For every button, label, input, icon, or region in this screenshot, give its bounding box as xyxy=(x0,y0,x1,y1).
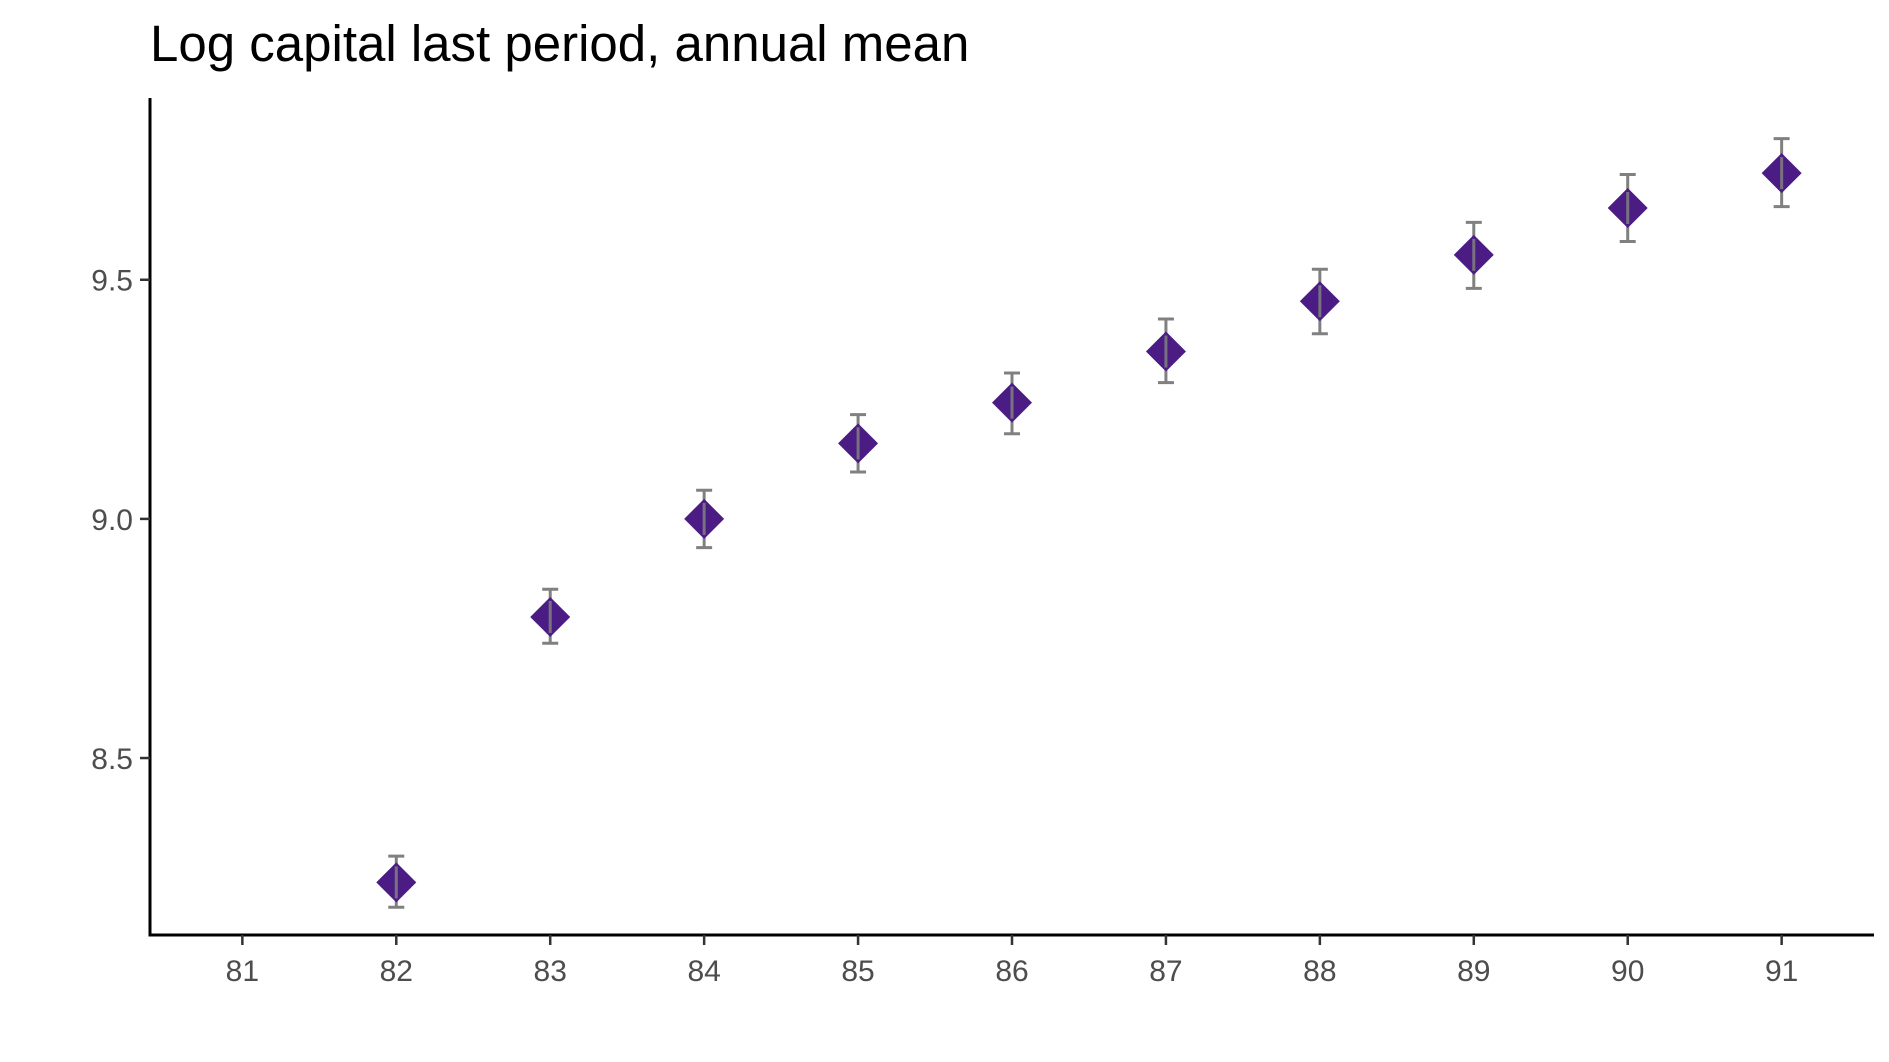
chart-title: Log capital last period, annual mean xyxy=(150,15,970,72)
x-tick-label: 88 xyxy=(1303,955,1336,988)
x-tick-label: 89 xyxy=(1457,955,1490,988)
data-marks xyxy=(376,137,1802,909)
x-tick-label: 83 xyxy=(534,955,567,988)
y-tick-label: 8.5 xyxy=(91,743,133,776)
x-tick-label: 85 xyxy=(841,955,874,988)
x-tick-label: 86 xyxy=(995,955,1028,988)
y-tick-label: 9.0 xyxy=(91,504,133,537)
x-tick-label: 87 xyxy=(1149,955,1182,988)
y-tick-label: 9.5 xyxy=(91,265,133,298)
x-tick-label: 81 xyxy=(226,955,259,988)
x-tick-label: 90 xyxy=(1611,955,1644,988)
x-tick-label: 82 xyxy=(380,955,413,988)
axes: 81 82 83 84 85 86 87 88 89 90 91 8.5 9.0 9.5 xyxy=(91,98,1874,988)
x-tick-label: 91 xyxy=(1765,955,1798,988)
x-tick-label: 84 xyxy=(687,955,720,988)
